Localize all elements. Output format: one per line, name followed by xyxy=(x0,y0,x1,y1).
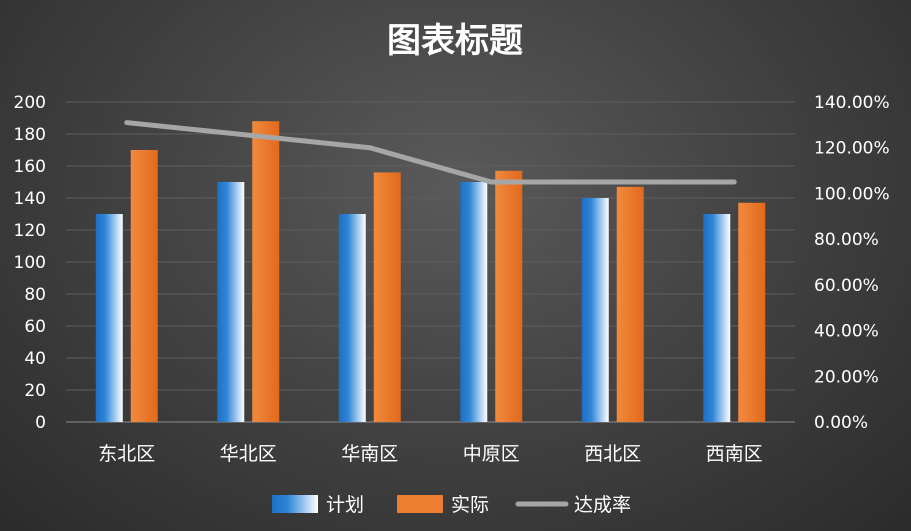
y2-tick-label: 0.00% xyxy=(814,413,868,433)
y2-tick-label: 140.00% xyxy=(814,93,890,113)
y-tick-label: 120 xyxy=(14,221,46,241)
bar-plan xyxy=(703,214,731,422)
legend-swatch-actual xyxy=(397,495,443,513)
bar-actual xyxy=(373,172,401,422)
y2-tick-label: 100.00% xyxy=(814,184,890,204)
y-tick-label: 140 xyxy=(14,189,46,209)
y-tick-label: 160 xyxy=(14,157,46,177)
bars xyxy=(95,121,766,422)
rate-line xyxy=(124,120,737,185)
y-tick-label: 180 xyxy=(14,125,46,145)
y-tick-label: 40 xyxy=(24,349,46,369)
rate-line-layer xyxy=(124,120,737,185)
y2-tick-label: 120.00% xyxy=(814,139,890,159)
y-tick-label: 20 xyxy=(24,381,46,401)
y2-tick-label: 80.00% xyxy=(814,230,879,250)
bar-actual xyxy=(616,186,644,422)
legend-label-plan: 计划 xyxy=(326,494,364,516)
chart-title: 图表标题 xyxy=(387,21,523,61)
bar-actual xyxy=(495,170,523,422)
legend-swatch-plan xyxy=(272,495,318,513)
bar-plan xyxy=(95,214,123,422)
x-category-label: 西北区 xyxy=(584,443,641,465)
bar-plan xyxy=(217,182,245,422)
y-tick-label: 200 xyxy=(14,93,46,113)
bar-plan xyxy=(581,198,609,422)
y2-tick-label: 20.00% xyxy=(814,367,879,387)
axes: 0 20 40 60 80 100 120 140 160 180 200 0.00% 20.00% 40… xyxy=(14,93,890,465)
x-category-label: 华北区 xyxy=(220,443,277,465)
y-tick-label: 0 xyxy=(35,413,46,433)
x-category-label: 西南区 xyxy=(706,443,763,465)
bar-actual xyxy=(130,150,158,422)
x-category-label: 东北区 xyxy=(98,443,155,465)
y-tick-label: 60 xyxy=(24,317,46,337)
legend-label-actual: 实际 xyxy=(451,494,489,516)
legend-label-rate: 达成率 xyxy=(574,494,631,516)
bar-actual xyxy=(738,202,766,422)
bar-plan xyxy=(338,214,366,422)
y-tick-label: 100 xyxy=(14,253,46,273)
bar-plan xyxy=(460,182,488,422)
y2-tick-label: 40.00% xyxy=(814,322,879,342)
bar-actual xyxy=(252,121,280,422)
gridlines xyxy=(66,101,795,423)
y2-tick-label: 60.00% xyxy=(814,276,879,296)
y-tick-label: 80 xyxy=(24,285,46,305)
legend: 计划 实际 达成率 xyxy=(272,494,631,516)
x-category-label: 华南区 xyxy=(341,443,398,465)
x-category-label: 中原区 xyxy=(463,443,520,465)
